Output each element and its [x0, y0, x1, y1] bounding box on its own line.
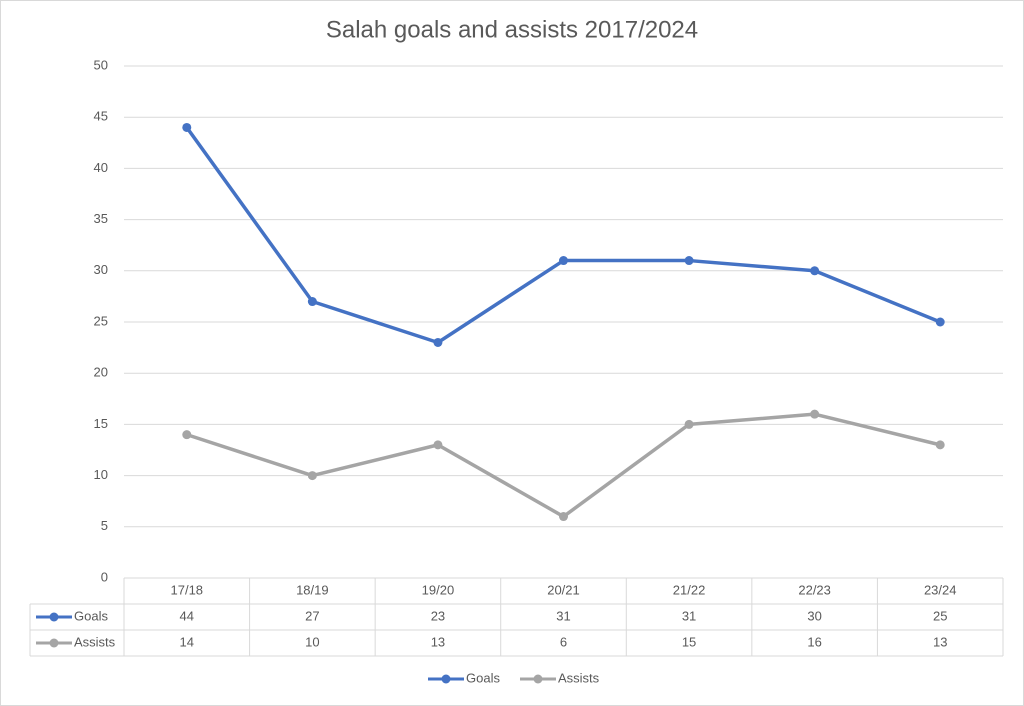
table-value: 23: [431, 608, 445, 623]
y-tick-label: 15: [94, 416, 108, 431]
point: [182, 430, 192, 440]
table-value: 14: [180, 634, 194, 649]
x-tick-label: 18/19: [296, 582, 329, 597]
table-value: 30: [807, 608, 821, 623]
y-tick-label: 45: [94, 109, 108, 124]
legend-label: Goals: [466, 670, 500, 685]
table-value: 27: [305, 608, 319, 623]
table-value: 10: [305, 634, 319, 649]
table-legend-key: [49, 612, 59, 622]
table-row-label: Assists: [74, 634, 116, 649]
point: [433, 337, 443, 347]
table-value: 15: [682, 634, 696, 649]
point: [810, 266, 820, 276]
table-value: 16: [807, 634, 821, 649]
table-value: 6: [560, 634, 567, 649]
table-legend-key: [49, 638, 59, 648]
y-tick-label: 20: [94, 365, 108, 380]
legend-key: [441, 674, 451, 684]
y-tick-label: 40: [94, 160, 108, 175]
x-tick-label: 19/20: [422, 582, 455, 597]
x-tick-label: 22/23: [798, 582, 831, 597]
table-value: 13: [431, 634, 445, 649]
table-value: 31: [556, 608, 570, 623]
point: [559, 256, 568, 266]
y-tick-label: 30: [94, 262, 108, 277]
x-tick-label: 20/21: [547, 582, 580, 597]
table-value: 44: [180, 608, 194, 623]
table-value: 25: [933, 608, 947, 623]
point: [182, 122, 192, 132]
point: [307, 297, 317, 307]
point: [935, 317, 945, 327]
x-tick-label: 17/18: [171, 582, 204, 597]
y-tick-label: 0: [101, 569, 108, 584]
point: [935, 440, 945, 450]
x-tick-label: 21/22: [673, 582, 706, 597]
table-value: 31: [682, 608, 696, 623]
y-tick-label: 25: [94, 313, 108, 328]
point: [684, 256, 694, 266]
legend-key: [533, 674, 543, 684]
point: [307, 471, 317, 481]
point: [684, 419, 694, 429]
y-tick-label: 5: [101, 518, 108, 533]
chart-title: Salah goals and assists 2017/2024: [326, 16, 698, 43]
table-value: 13: [933, 634, 947, 649]
point: [433, 440, 443, 450]
x-tick-label: 23/24: [924, 582, 957, 597]
table-row-label: Goals: [74, 608, 108, 623]
y-tick-label: 35: [94, 211, 108, 226]
legend-label: Assists: [558, 670, 600, 685]
point: [559, 512, 568, 522]
y-tick-label: 50: [94, 57, 108, 72]
point: [810, 409, 820, 419]
y-tick-label: 10: [94, 467, 108, 482]
